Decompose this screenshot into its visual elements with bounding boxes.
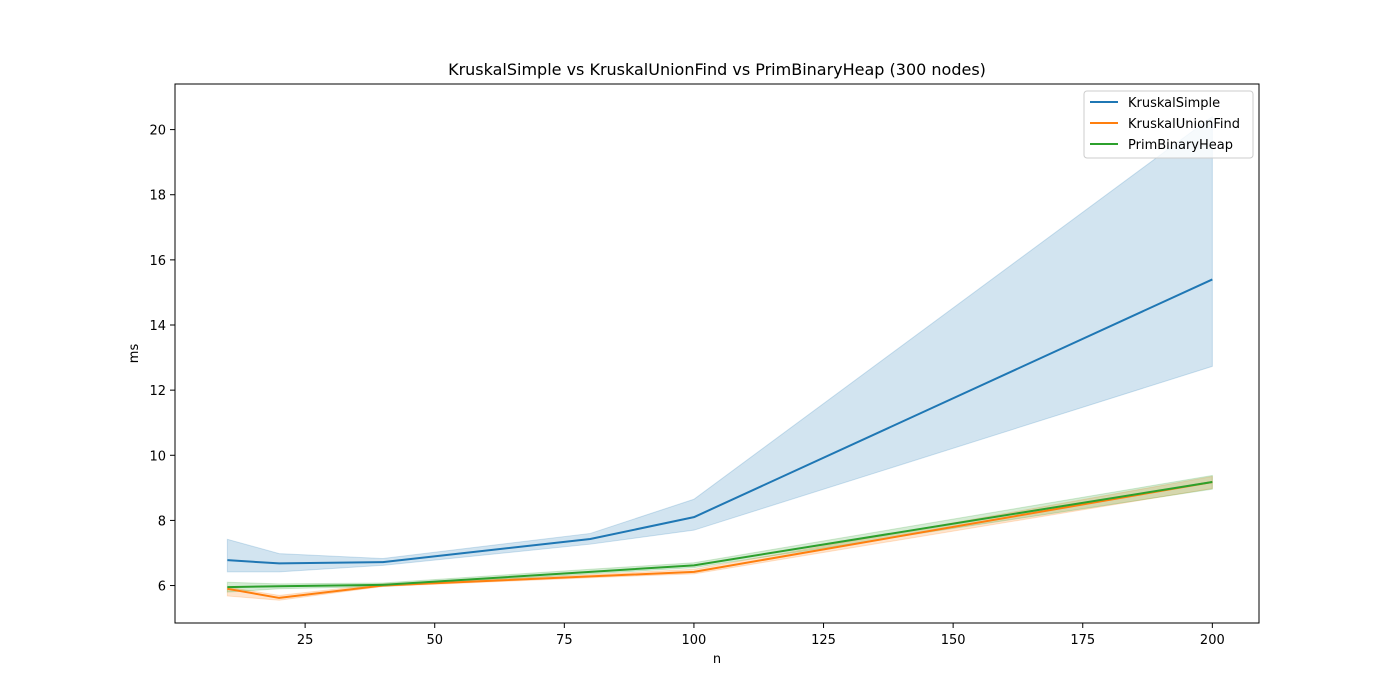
confidence-bands: [226, 115, 1213, 601]
legend-label-primbinaryheap: PrimBinaryHeap: [1128, 138, 1233, 153]
x-tick-label: 175: [1070, 633, 1095, 648]
kruskalunionfind-line: [227, 480, 1213, 599]
legend-label-kruskalunionfind: KruskalUnionFind: [1128, 117, 1240, 132]
y-tick-label: 12: [149, 384, 166, 399]
x-tick-label: 100: [682, 633, 707, 648]
y-tick-label: 6: [158, 580, 166, 595]
x-tick-label: 200: [1200, 633, 1225, 648]
y-tick-label: 8: [158, 514, 166, 529]
y-tick-label: 10: [149, 449, 166, 464]
series-lines: [227, 278, 1213, 599]
x-axis-ticks: 25 50 75 100 125 150 175 200: [297, 623, 1225, 648]
y-tick-label: 14: [149, 319, 166, 334]
x-axis-label: n: [713, 652, 721, 667]
legend-box: [1083, 90, 1254, 159]
x-tick-label: 150: [941, 633, 966, 648]
y-axis-ticks: 6 8 10 12 14 16 18 20: [149, 124, 175, 595]
primbinaryheap-line: [227, 480, 1213, 589]
kruskalsimple-line: [227, 278, 1213, 565]
plot-frame: [174, 83, 1260, 624]
x-tick-label: 125: [811, 633, 836, 648]
primbinaryheap-confidence-band: [226, 474, 1213, 593]
x-tick-label: 25: [297, 633, 314, 648]
legend: KruskalSimple KruskalUnionFind PrimBinaryH…: [1083, 90, 1254, 159]
y-tick-label: 16: [149, 254, 166, 269]
legend-label-kruskalsimple: KruskalSimple: [1128, 96, 1220, 111]
x-tick-label: 75: [556, 633, 573, 648]
kruskalsimple-confidence-band: [226, 115, 1213, 573]
y-tick-label: 18: [149, 189, 166, 204]
x-tick-label: 50: [426, 633, 443, 648]
y-axis-label: ms: [127, 344, 142, 364]
chart-title: KruskalSimple vs KruskalUnionFind vs Pri…: [448, 60, 986, 79]
y-tick-label: 20: [149, 124, 166, 139]
